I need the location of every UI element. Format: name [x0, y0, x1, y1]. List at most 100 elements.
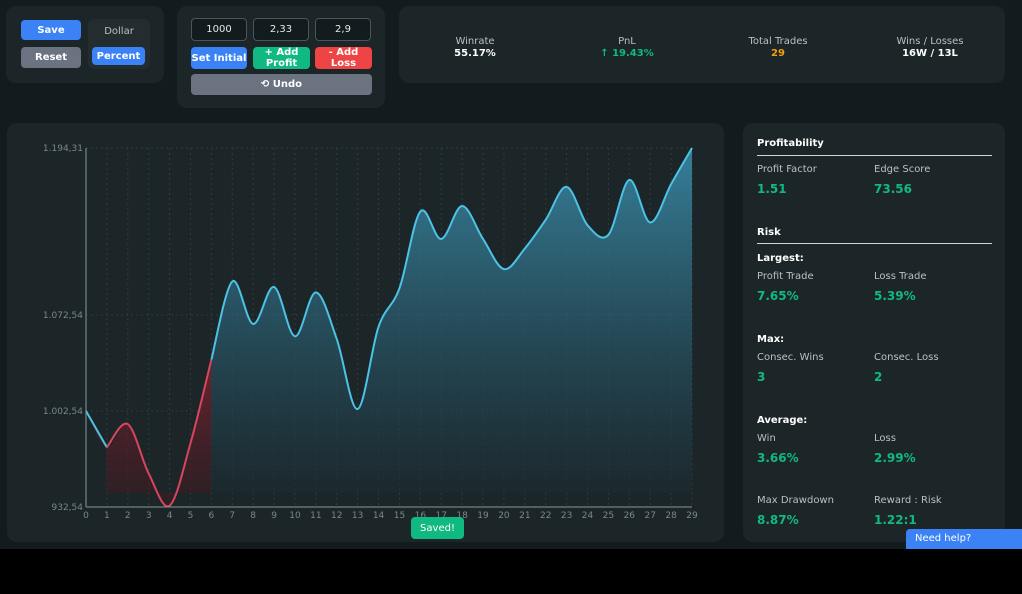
x-tick-label: 25 — [603, 511, 614, 521]
x-tick-label: 21 — [519, 511, 530, 521]
consec-wins-label: Consec. Wins — [757, 352, 824, 363]
reward-risk-value: 1.22:1 — [874, 513, 917, 527]
max-title: Max: — [757, 334, 785, 345]
stat-label: PnL — [618, 36, 636, 47]
x-tick-label: 14 — [373, 511, 385, 521]
stat-value: 16W / 13L — [902, 48, 958, 59]
x-tick-label: 20 — [498, 511, 510, 521]
undo-button[interactable]: ⟲ Undo — [191, 74, 372, 95]
stat-wins-losses: Wins / Losses 16W / 13L — [860, 36, 1000, 59]
x-tick-label: 0 — [83, 511, 89, 521]
stat-label: Wins / Losses — [896, 36, 964, 47]
consec-loss-value: 2 — [874, 370, 883, 384]
x-tick-label: 17 — [436, 511, 447, 521]
reward-risk-label: Reward : Risk — [874, 495, 942, 506]
stat-total-trades: Total Trades 29 — [708, 36, 848, 59]
x-tick-label: 15 — [394, 511, 405, 521]
x-tick-label: 26 — [624, 511, 636, 521]
percent-option[interactable]: Percent — [92, 47, 145, 65]
x-tick-label: 6 — [209, 511, 215, 521]
app-root: Save Reset Dollar Percent Set Initial + … — [0, 0, 1022, 549]
x-tick-label: 3 — [146, 511, 152, 521]
start-line — [85, 410, 108, 448]
add-loss-button[interactable]: - Add Loss — [315, 47, 372, 69]
saved-toast: Saved! — [411, 517, 464, 539]
average-title: Average: — [757, 415, 808, 426]
avg-loss-value: 2.99% — [874, 451, 916, 465]
stat-label: Total Trades — [748, 36, 808, 47]
loss-trade-value: 5.39% — [874, 289, 916, 303]
largest-title: Largest: — [757, 253, 804, 264]
loss-area — [86, 359, 212, 507]
edge-score-value: 73.56 — [874, 182, 912, 196]
stat-label: Winrate — [455, 36, 495, 47]
profit-amount-input[interactable] — [253, 18, 309, 41]
trade-input-card: Set Initial + Add Profit - Add Loss ⟲ Un… — [177, 6, 385, 108]
x-tick-label: 5 — [188, 511, 194, 521]
y-tick-label: 1.072,54 — [43, 311, 83, 321]
x-tick-label: 10 — [289, 511, 301, 521]
consec-loss-label: Consec. Loss — [874, 352, 939, 363]
stat-value: 55.17% — [454, 48, 496, 59]
chart-axes: 932,541.002,541.072,541.194,310 1 2 3 4 5 6 7 8 9… — [43, 144, 698, 521]
x-tick-label: 23 — [561, 511, 572, 521]
x-tick-label: 8 — [250, 511, 256, 521]
profit-trade-label: Profit Trade — [757, 271, 814, 282]
stats-card: Winrate 55.17% PnL ↑ 19.43% Total Trades… — [399, 6, 1005, 83]
edge-score-label: Edge Score — [874, 164, 931, 175]
chart-card: 932,54 1.002,54 1.072,54 1.194,31 0 1 2 3 4 5 6 7 8 9… — [7, 123, 724, 542]
x-tick-label: 24 — [582, 511, 594, 521]
x-tick-label: 13 — [352, 511, 363, 521]
equity-chart: 932,541.002,541.072,541.194,310 1 2 3 4 5 6 7 8 9… — [43, 144, 698, 521]
chart-area — [85, 147, 693, 508]
save-controls-card: Save Reset Dollar Percent — [6, 6, 164, 83]
loss-amount-input[interactable] — [315, 18, 371, 41]
x-tick-label: 7 — [229, 511, 235, 521]
loss-line — [106, 359, 213, 508]
consec-wins-value: 3 — [757, 370, 766, 384]
x-tick-label: 18 — [456, 511, 468, 521]
avg-loss-label: Loss — [874, 433, 896, 444]
x-tick-label: 2 — [125, 511, 131, 521]
initial-balance-input[interactable] — [191, 18, 247, 41]
dollar-option[interactable]: Dollar — [104, 26, 134, 37]
x-tick-label: 12 — [331, 511, 342, 521]
profit-trade-value: 7.65% — [757, 289, 799, 303]
x-tick-label: 16 — [415, 511, 427, 521]
set-initial-button[interactable]: Set Initial — [191, 47, 247, 69]
x-tick-label: 11 — [310, 511, 321, 521]
equity-line — [210, 147, 693, 411]
stat-value: 29 — [771, 48, 785, 59]
max-drawdown-label: Max Drawdown — [757, 495, 834, 506]
y-tick-label: 1.002,54 — [43, 407, 83, 417]
x-tick-label: 29 — [686, 511, 698, 521]
y-tick-label: 932,54 — [52, 503, 84, 513]
profitability-title: Profitability — [757, 138, 824, 149]
x-tick-label: 9 — [271, 511, 277, 521]
y-tick-label: 1.194,31 — [43, 144, 83, 154]
x-tick-label: 19 — [477, 511, 489, 521]
stat-winrate: Winrate 55.17% — [405, 36, 545, 59]
risk-title: Risk — [757, 227, 781, 238]
risk-divider — [757, 243, 992, 244]
x-tick-label: 22 — [540, 511, 551, 521]
loss-trade-label: Loss Trade — [874, 271, 927, 282]
metrics-sidebar: Profitability Profit Factor 1.51 Edge Sc… — [743, 123, 1005, 542]
max-drawdown-value: 8.87% — [757, 513, 799, 527]
x-tick-label: 4 — [167, 511, 173, 521]
unit-toggle: Dollar Percent — [88, 19, 150, 69]
gain-area — [211, 148, 692, 493]
reset-button[interactable]: Reset — [21, 47, 81, 68]
save-button[interactable]: Save — [21, 20, 81, 40]
x-tick-label: 1 — [104, 511, 110, 521]
add-profit-button[interactable]: + Add Profit — [253, 47, 310, 69]
profit-factor-value: 1.51 — [757, 182, 787, 196]
profitability-divider — [757, 155, 992, 156]
stat-value: ↑ 19.43% — [600, 48, 654, 59]
avg-win-label: Win — [757, 433, 776, 444]
x-tick-label: 28 — [665, 511, 677, 521]
help-button[interactable]: Need help? — [906, 529, 1022, 549]
stat-pnl: PnL ↑ 19.43% — [557, 36, 697, 59]
avg-win-value: 3.66% — [757, 451, 799, 465]
profit-factor-label: Profit Factor — [757, 164, 817, 175]
